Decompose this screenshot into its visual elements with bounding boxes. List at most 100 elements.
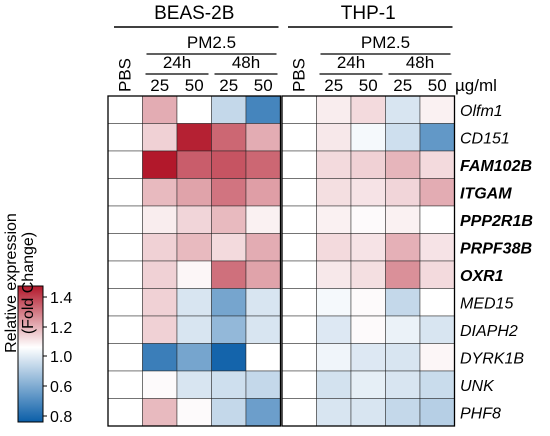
heatmap-cell [211, 233, 247, 262]
heatmap-cell [316, 343, 352, 372]
heatmap-cell [385, 233, 421, 262]
heatmap-cell [176, 95, 212, 124]
heatmap-cell [211, 370, 247, 399]
heatmap-cell [107, 398, 143, 427]
heatmap-cell [316, 178, 352, 207]
heatmap-cell [142, 233, 178, 262]
heatmap-cell [316, 260, 352, 289]
heatmap-cell [419, 95, 455, 124]
heatmap-cell [316, 315, 352, 344]
heatmap-cell [245, 398, 281, 427]
heatmap-cell [245, 178, 281, 207]
heatmap-cell [107, 260, 143, 289]
heatmap-cell [245, 150, 281, 179]
dose-label: 25 [219, 76, 238, 95]
heatmap-cell [350, 370, 386, 399]
heatmap-cell [211, 123, 247, 152]
heatmap-cell [316, 150, 352, 179]
colorbar-tick-label: 1.2 [50, 320, 72, 337]
gene-label: DYRK1B [460, 350, 524, 367]
heatmap-cell [176, 288, 212, 317]
heatmap-cell [281, 150, 317, 179]
heatmap-cell [350, 95, 386, 124]
heatmap-cell [419, 260, 455, 289]
heatmap-cell [281, 178, 317, 207]
heatmap-cell [142, 288, 178, 317]
dose-label: 25 [393, 76, 412, 95]
gene-label-column: Olfm1 CD151 FAM102B ITGAM PPP2R1B PRPF38B OXR1… [460, 103, 533, 423]
heatmap-cell [385, 95, 421, 124]
heatmap-cell [385, 343, 421, 372]
panel-frame [281, 95, 456, 427]
dose-label: 50 [185, 76, 204, 95]
heatmap-cell [281, 205, 317, 234]
heatmap-cell [211, 260, 247, 289]
heatmap-cell [350, 123, 386, 152]
heatmap-cell [419, 150, 455, 179]
heatmap-cell [245, 343, 281, 372]
heatmap-cell [211, 315, 247, 344]
heatmap-cell [281, 370, 317, 399]
gene-label: FAM102B [460, 158, 532, 175]
heatmap-cell [176, 205, 212, 234]
heatmap-cell [350, 150, 386, 179]
heatmap-cell [211, 343, 247, 372]
heatmap-cell [316, 233, 352, 262]
heatmap-cell [350, 288, 386, 317]
gene-label: DIAPH2 [460, 323, 518, 340]
pbs-label: PBS [289, 58, 308, 92]
heatmap-cell [316, 370, 352, 399]
time-label: 24h [337, 53, 365, 72]
heatmap-cell [419, 205, 455, 234]
gene-label: UNK [460, 378, 495, 395]
heatmap-cell [107, 150, 143, 179]
heatmap-cell [419, 370, 455, 399]
heatmap-cell [316, 398, 352, 427]
heatmap-cell [142, 150, 178, 179]
heatmap-cell [419, 233, 455, 262]
treatment-label: PM2.5 [361, 33, 410, 52]
time-label: 48h [406, 53, 434, 72]
gene-label: PPP2R1B [460, 213, 533, 230]
gene-label: CD151 [460, 130, 510, 147]
heatmap-cell [107, 123, 143, 152]
heatmap-cell [245, 315, 281, 344]
heatmap-cell [245, 95, 281, 124]
gene-label: PHF8 [460, 405, 501, 422]
treatment-label: PM2.5 [187, 33, 236, 52]
dose-label: 50 [254, 76, 273, 95]
gene-label: PRPF38B [460, 240, 532, 257]
panel-frame [107, 95, 282, 427]
unit-label: µg/ml [455, 76, 497, 95]
colorbar-tick-label: 0.8 [50, 409, 72, 426]
heatmap-cell [281, 315, 317, 344]
heatmap-cell [419, 178, 455, 207]
dose-label: 50 [359, 76, 378, 95]
gene-label: Olfm1 [460, 103, 503, 120]
heatmap-cell [385, 150, 421, 179]
heatmap-cell [211, 205, 247, 234]
heatmap-cell [350, 178, 386, 207]
heatmap-cell [419, 343, 455, 372]
heatmap-cell [107, 205, 143, 234]
heatmap-cell [176, 178, 212, 207]
colorbar-swatch [17, 285, 44, 423]
heatmap-cell [281, 123, 317, 152]
heatmap-cell [385, 398, 421, 427]
heatmap-cell [281, 260, 317, 289]
heatmap-cell [142, 178, 178, 207]
dose-label: 25 [324, 76, 343, 95]
heatmap-cell [142, 315, 178, 344]
heatmap-cell [107, 343, 143, 372]
panel-beas-2b: BEAS-2B PM2.5 PBS 24h 48h 25 50 25 50 [107, 3, 282, 427]
heatmap-cell [245, 370, 281, 399]
colorbar-title-line2: (Fold Change) [20, 232, 37, 334]
heatmap-cell [176, 233, 212, 262]
heatmap-cell [350, 233, 386, 262]
dose-label: 25 [150, 76, 169, 95]
heatmap-cell [245, 123, 281, 152]
heatmap-panels: BEAS-2B PM2.5 PBS 24h 48h 25 50 25 50 THP-1 PM2.5 P… [107, 3, 497, 427]
heatmap-cell [107, 315, 143, 344]
gene-label: OXR1 [460, 268, 504, 285]
